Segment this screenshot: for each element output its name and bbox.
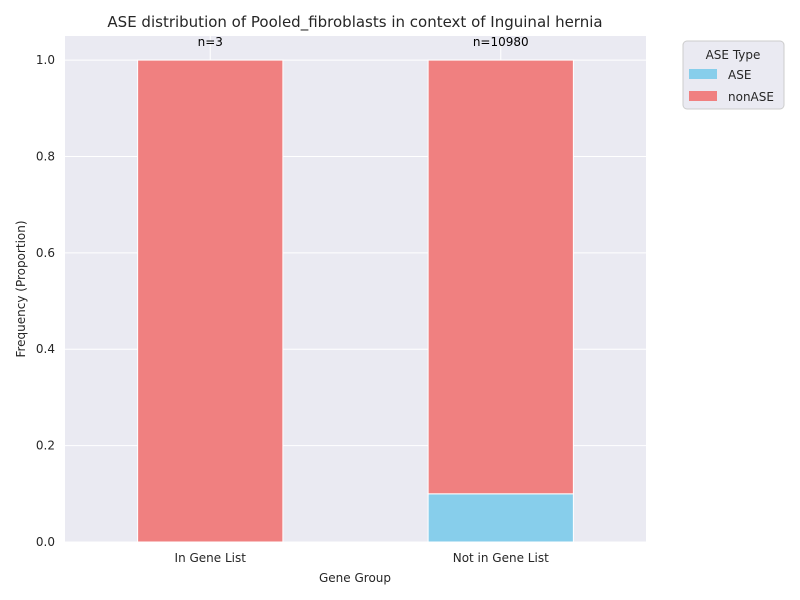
y-tick-label-0: 0.0 [36, 535, 55, 549]
x-axis-label: Gene Group [319, 571, 391, 585]
bar-nonase-1 [427, 59, 574, 495]
y-tick-label-1: 0.2 [36, 439, 55, 453]
legend-title: ASE Type [706, 48, 761, 62]
bars [137, 59, 574, 543]
y-tick-label-5: 1.0 [36, 53, 55, 67]
count-label-1: n=10980 [473, 35, 529, 49]
bar-nonase-0 [137, 59, 284, 543]
y-tick-label-3: 0.6 [36, 246, 55, 260]
chart-title: ASE distribution of Pooled_fibroblasts i… [107, 13, 602, 32]
x-tick-labels: In Gene List Not in Gene List [175, 551, 550, 565]
x-tick-label-1: Not in Gene List [453, 551, 549, 565]
legend-label-nonase: nonASE [728, 90, 774, 104]
y-tick-labels: 0.0 0.2 0.4 0.6 0.8 1.0 [36, 53, 55, 549]
legend-swatch-ase [689, 69, 717, 79]
legend-label-ase: ASE [728, 68, 751, 82]
y-tick-label-2: 0.4 [36, 342, 55, 356]
count-labels: n=3 n=10980 [198, 35, 529, 49]
y-axis-label: Frequency (Proportion) [14, 220, 28, 357]
count-label-0: n=3 [198, 35, 223, 49]
y-tick-label-4: 0.8 [36, 149, 55, 163]
legend: ASE Type ASE nonASE [682, 40, 785, 110]
bar-ase-1 [427, 493, 574, 543]
x-tick-label-0: In Gene List [175, 551, 247, 565]
legend-swatch-nonase [689, 91, 717, 101]
